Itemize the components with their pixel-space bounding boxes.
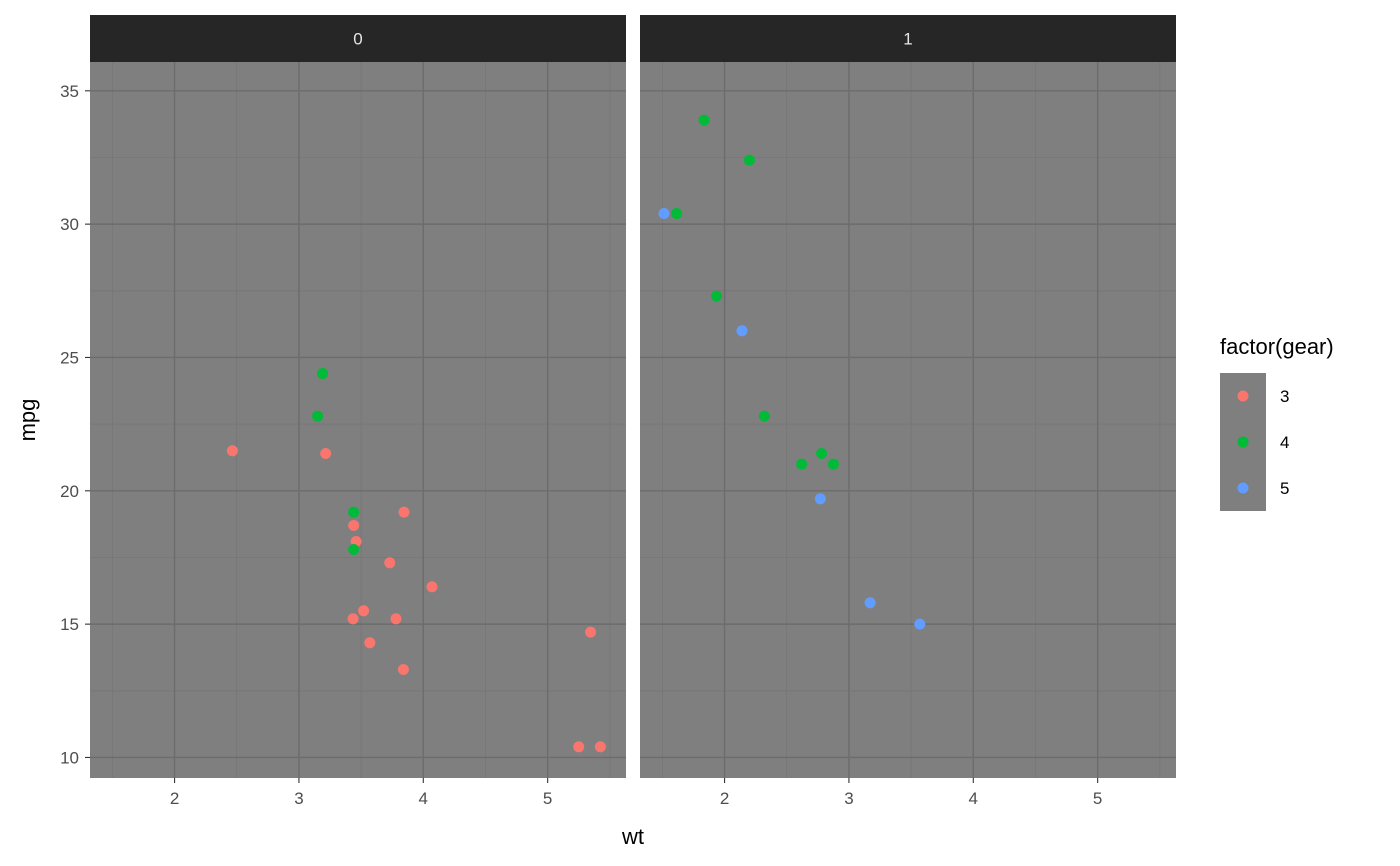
data-point — [358, 605, 370, 617]
x-tick-label: 5 — [1093, 789, 1102, 808]
data-point — [814, 493, 826, 505]
data-point — [320, 447, 332, 459]
x-axis-title: wt — [621, 824, 644, 849]
facet-strip — [90, 15, 626, 62]
x-tick-label: 3 — [294, 789, 303, 808]
data-point — [226, 445, 238, 457]
legend-key-point — [1237, 482, 1249, 494]
data-point — [710, 290, 722, 302]
data-point — [312, 410, 324, 422]
data-point — [384, 557, 396, 569]
legend: factor(gear) 3 4 5 — [1220, 334, 1334, 511]
facet-panel-0: 0 — [90, 15, 626, 778]
data-point — [594, 741, 606, 753]
data-point — [758, 410, 770, 422]
x-tick-label: 2 — [720, 789, 729, 808]
y-axis-title: mpg — [15, 399, 40, 442]
data-point — [317, 367, 329, 379]
x-tick-label: 2 — [170, 789, 179, 808]
data-point — [796, 458, 808, 470]
data-point — [864, 597, 876, 609]
data-point — [736, 325, 748, 337]
data-point — [743, 154, 755, 166]
data-point — [397, 663, 409, 675]
data-point — [573, 741, 585, 753]
y-tick-label: 10 — [60, 748, 79, 767]
data-point — [914, 618, 926, 630]
legend-item-label: 4 — [1280, 433, 1289, 452]
legend-item-label: 5 — [1280, 479, 1289, 498]
x-tick-label: 5 — [543, 789, 552, 808]
data-point — [426, 581, 438, 593]
data-point — [348, 543, 360, 555]
data-point — [658, 207, 670, 219]
data-point — [398, 506, 410, 518]
legend-title: factor(gear) — [1220, 334, 1334, 359]
data-point — [698, 114, 710, 126]
y-tick-label: 25 — [60, 348, 79, 367]
legend-key-point — [1237, 436, 1249, 448]
y-tick-label: 20 — [60, 482, 79, 501]
y-tick-label: 35 — [60, 82, 79, 101]
legend-key-point — [1237, 390, 1249, 402]
data-point — [827, 458, 839, 470]
facet-strip — [640, 15, 1176, 62]
data-point — [347, 613, 359, 625]
y-axis: 10 15 20 25 30 35 — [60, 82, 90, 767]
x-tick-label: 4 — [969, 789, 978, 808]
data-point — [348, 506, 360, 518]
data-point — [390, 613, 402, 625]
data-point — [585, 626, 597, 638]
facet-strip-label: 1 — [903, 30, 912, 49]
facet-panel-1: 1 — [640, 15, 1176, 778]
facet-strip-label: 0 — [353, 30, 362, 49]
x-tick-label: 4 — [419, 789, 428, 808]
plot-panel-background — [640, 62, 1176, 778]
plot-panel-background — [90, 62, 626, 778]
legend-item-label: 3 — [1280, 387, 1289, 406]
y-tick-label: 15 — [60, 615, 79, 634]
data-point — [348, 519, 360, 531]
data-point — [816, 447, 828, 459]
y-tick-label: 30 — [60, 215, 79, 234]
data-point — [671, 207, 683, 219]
x-tick-label: 3 — [844, 789, 853, 808]
x-axis: 2 3 4 5 2 3 4 5 — [170, 778, 1102, 808]
data-point — [364, 637, 376, 649]
